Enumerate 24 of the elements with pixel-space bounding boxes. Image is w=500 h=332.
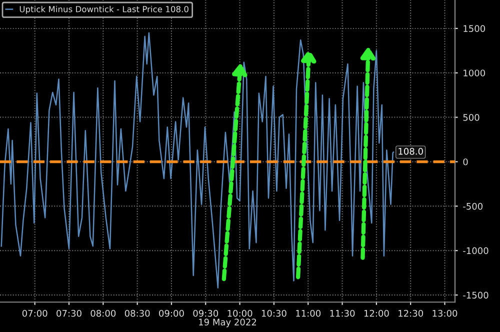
data-label: 108.0 (398, 148, 423, 155)
x-tick-label: 07:00 (22, 310, 48, 317)
x-tick-label: 08:30 (124, 310, 150, 317)
y-tick-label: -1500 (463, 292, 488, 299)
line-series (0, 32, 394, 289)
y-tick-label: 1000 (464, 70, 486, 76)
x-tick-label: 07:30 (56, 310, 82, 317)
x-tick-label: 12:00 (364, 310, 389, 317)
x-tick-label: 10:00 (228, 310, 252, 317)
x-tick-label: 09:30 (193, 310, 218, 317)
x-tick-label: 13:00 (432, 310, 458, 317)
y-tick-label: -1000 (463, 247, 488, 254)
x-tick-label: 08:00 (90, 310, 116, 317)
legend-label: Uptick Minus Downtick - Last Price 108.0 (20, 6, 188, 14)
y-tick-label: 1500 (464, 25, 486, 32)
x-tick-label: 09:00 (159, 310, 184, 317)
x-tick-label: 11:30 (330, 310, 355, 317)
y-tick-label: 500 (463, 114, 480, 121)
y-tick-label: -500 (463, 202, 483, 210)
x-tick-label: 11:00 (296, 310, 321, 317)
x-tick-label: 10:30 (262, 310, 286, 317)
y-tick-label: 0 (463, 158, 468, 166)
x-tick-label: 12:30 (398, 310, 423, 317)
x-axis-title: 19 May 2022 (199, 318, 256, 328)
